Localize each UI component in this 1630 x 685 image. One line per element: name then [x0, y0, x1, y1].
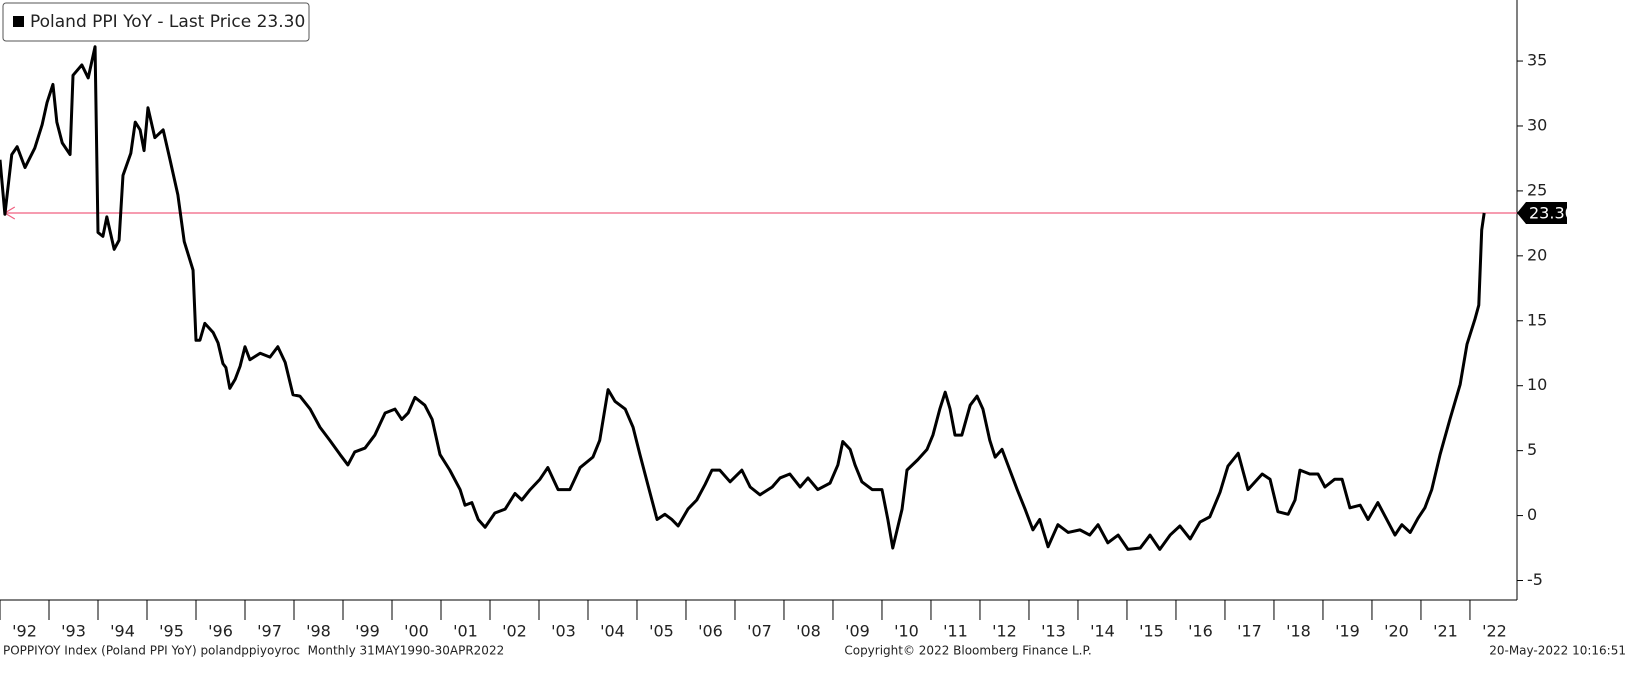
- x-tick-label: '98: [306, 622, 331, 641]
- x-tick-label: '06: [698, 622, 723, 641]
- x-tick-label: '22: [1482, 622, 1507, 641]
- y-tick-label: 35: [1527, 51, 1547, 70]
- x-tick-label: '16: [1188, 622, 1213, 641]
- x-tick-label: '20: [1384, 622, 1409, 641]
- x-tick-label: '01: [453, 622, 478, 641]
- x-tick-label: '18: [1286, 622, 1311, 641]
- y-tick-label: 15: [1527, 310, 1547, 329]
- footer-left: POPPIYOY Index (Poland PPI YoY) polandpp…: [3, 644, 504, 658]
- legend-text: Poland PPI YoY - Last Price 23.30: [30, 12, 305, 32]
- y-tick-label: 20: [1527, 245, 1547, 264]
- x-tick-label: '12: [992, 622, 1017, 641]
- y-tick-label: -5: [1527, 570, 1543, 589]
- x-tick-label: '13: [1041, 622, 1066, 641]
- x-tick-label: '11: [943, 622, 968, 641]
- x-tick-label: '05: [649, 622, 674, 641]
- footer-right: 20-May-2022 10:16:51: [1489, 644, 1626, 658]
- x-tick-label: '07: [747, 622, 772, 641]
- x-tick-label: '92: [12, 622, 37, 641]
- y-tick-label: 5: [1527, 440, 1537, 459]
- legend-swatch: [13, 16, 24, 27]
- x-tick-label: '95: [159, 622, 184, 641]
- x-tick-label: '21: [1433, 622, 1458, 641]
- y-tick-label: 25: [1527, 180, 1547, 199]
- x-tick-label: '03: [551, 622, 576, 641]
- x-tick-label: '96: [208, 622, 233, 641]
- x-tick-label: '93: [61, 622, 86, 641]
- x-tick-label: '09: [845, 622, 870, 641]
- x-tick-label: '04: [600, 622, 625, 641]
- x-tick-label: '15: [1139, 622, 1164, 641]
- x-tick-label: '99: [355, 622, 380, 641]
- footer-center: Copyright© 2022 Bloomberg Finance L.P.: [844, 644, 1091, 658]
- last-price-label: 23.30: [1529, 203, 1575, 222]
- x-tick-label: '00: [404, 622, 429, 641]
- y-tick-label: 30: [1527, 115, 1547, 134]
- y-tick-label: 10: [1527, 375, 1547, 394]
- x-tick-label: '97: [257, 622, 282, 641]
- x-tick-label: '94: [110, 622, 135, 641]
- x-tick-label: '10: [894, 622, 919, 641]
- line-series: [0, 45, 1486, 551]
- x-tick-label: '14: [1090, 622, 1115, 641]
- legend-box: [2, 2, 310, 42]
- last-price-tag: [1517, 201, 1567, 224]
- x-tick-label: '08: [796, 622, 821, 641]
- x-tick-label: '19: [1335, 622, 1360, 641]
- x-tick-label: '02: [502, 622, 527, 641]
- y-tick-label: 0: [1527, 505, 1537, 524]
- x-tick-label: '17: [1237, 622, 1262, 641]
